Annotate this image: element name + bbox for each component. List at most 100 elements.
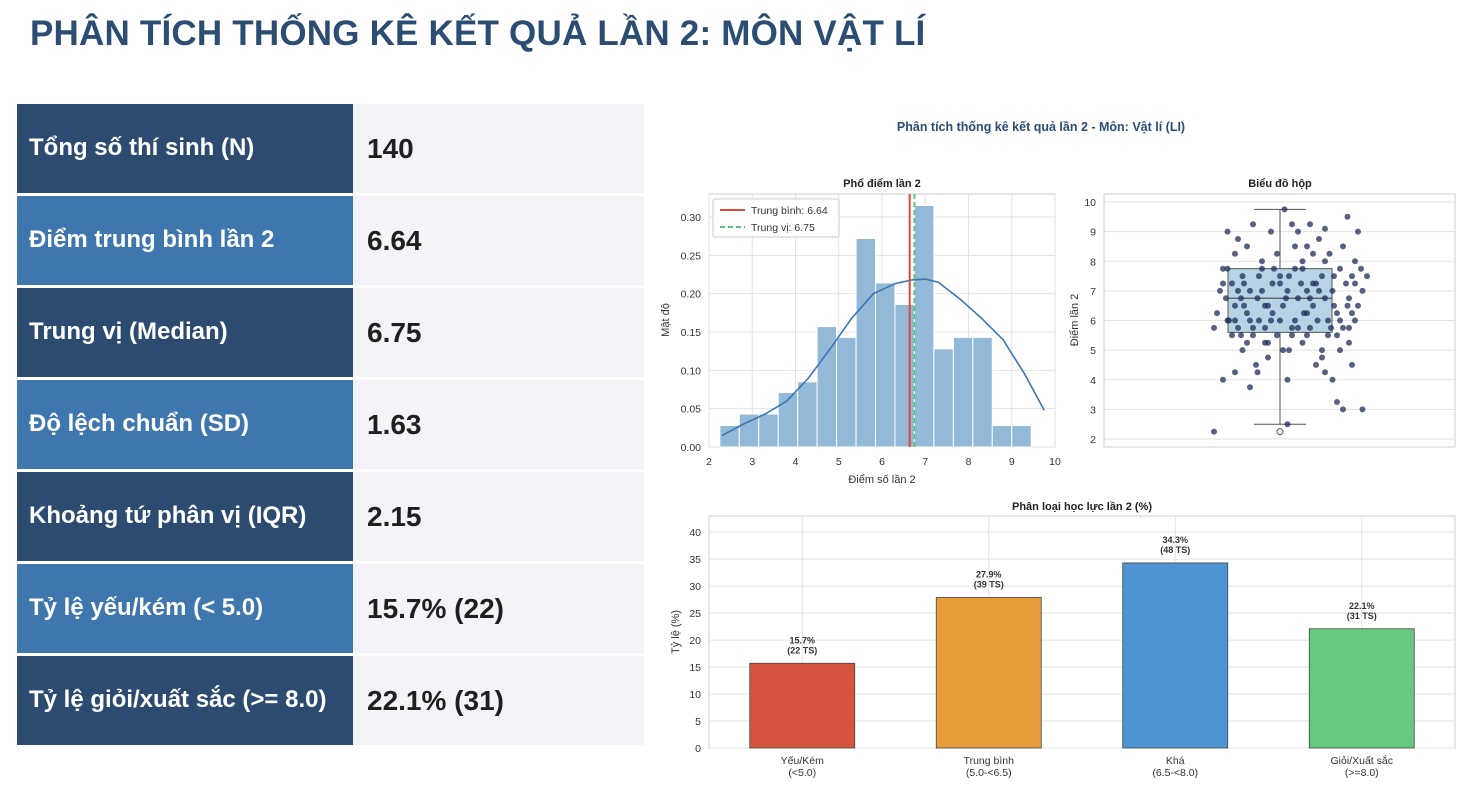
scatter-point bbox=[1268, 317, 1274, 324]
scatter-point bbox=[1346, 324, 1352, 331]
scatter-point bbox=[1224, 265, 1231, 272]
category-chart-ylabel: Tỷ lệ (%) bbox=[670, 610, 682, 654]
x-tick-label: 3 bbox=[749, 456, 755, 468]
scatter-point bbox=[1295, 324, 1301, 331]
scatter-point bbox=[1232, 317, 1238, 324]
scatter-point bbox=[1220, 265, 1226, 272]
scatter-point bbox=[1329, 287, 1336, 294]
stat-value: 1.63 bbox=[353, 380, 644, 469]
scatter-point bbox=[1322, 369, 1328, 376]
stat-value: 2.15 bbox=[353, 472, 644, 561]
scatter-point bbox=[1250, 332, 1256, 339]
figure-suptitle: Phân tích thống kê kết quả lần 2 - Môn: … bbox=[897, 120, 1185, 134]
scatter-point bbox=[1319, 347, 1325, 354]
scatter-point bbox=[1220, 376, 1226, 383]
scatter-point bbox=[1298, 280, 1304, 287]
stat-value: 140 bbox=[353, 104, 644, 193]
y-tick-label: 5 bbox=[695, 716, 701, 728]
scatter-point bbox=[1355, 302, 1361, 309]
y-tick-label: 0.30 bbox=[681, 212, 702, 224]
scatter-point bbox=[1256, 317, 1262, 324]
y-tick-label: 4 bbox=[1090, 375, 1096, 387]
scatter-point bbox=[1262, 324, 1268, 331]
scatter-point bbox=[1349, 273, 1355, 280]
scatter-point bbox=[1238, 295, 1244, 302]
stat-row-iqr: Khoảng tứ phân vị (IQR) 2.15 bbox=[17, 472, 644, 561]
scatter-point bbox=[1316, 236, 1322, 242]
x-tick-label: Yếu/Kém bbox=[781, 755, 824, 767]
x-tick-label: 9 bbox=[1009, 456, 1015, 468]
scatter-point bbox=[1329, 376, 1336, 383]
scatter-point bbox=[1334, 310, 1340, 317]
y-tick-label: 3 bbox=[1090, 404, 1096, 416]
bar-count-label: (31 TS) bbox=[1347, 611, 1377, 621]
scatter-point bbox=[1325, 317, 1331, 324]
scatter-point bbox=[1284, 421, 1291, 428]
y-tick-label: 10 bbox=[689, 689, 701, 701]
scatter-point bbox=[1223, 295, 1229, 302]
x-tick-label: 5 bbox=[836, 456, 842, 468]
bar-count-label: (48 TS) bbox=[1160, 545, 1190, 555]
scatter-point bbox=[1304, 332, 1310, 339]
scatter-point bbox=[1343, 280, 1349, 287]
scatter-point bbox=[1364, 273, 1370, 280]
scatter-point bbox=[1241, 280, 1247, 287]
x-tick-label: 7 bbox=[922, 456, 928, 468]
scatter-point bbox=[1322, 225, 1328, 232]
histogram-bar bbox=[952, 336, 974, 448]
scatter-point bbox=[1344, 213, 1351, 220]
histogram-bar bbox=[894, 303, 915, 448]
y-tick-label: 15 bbox=[689, 662, 701, 674]
scatter-point bbox=[1274, 332, 1280, 339]
y-tick-label: 8 bbox=[1090, 256, 1096, 268]
scatter-point bbox=[1301, 310, 1307, 317]
histogram-bar bbox=[758, 413, 779, 448]
histogram-bar bbox=[797, 381, 818, 448]
scatter-point bbox=[1334, 399, 1340, 405]
scatter-point bbox=[1322, 295, 1328, 302]
scatter-point bbox=[1280, 302, 1286, 309]
y-tick-label: 7 bbox=[1090, 286, 1096, 298]
x-tick-label: 2 bbox=[706, 456, 712, 468]
scatter-point bbox=[1235, 324, 1241, 331]
scatter-point bbox=[1265, 339, 1271, 346]
scatter-point bbox=[1224, 228, 1231, 235]
scatter-point bbox=[1220, 280, 1226, 287]
bar-value-label: 15.7% bbox=[789, 635, 815, 645]
scatter-point bbox=[1247, 317, 1253, 324]
scatter-point bbox=[1310, 302, 1316, 309]
histogram-bar bbox=[1011, 425, 1032, 448]
y-tick-label: 9 bbox=[1090, 227, 1096, 239]
y-tick-label: 0.20 bbox=[681, 289, 702, 301]
scatter-point bbox=[1289, 221, 1295, 228]
histogram-bar bbox=[913, 205, 935, 448]
scatter-point bbox=[1295, 228, 1301, 235]
histogram-bar bbox=[972, 336, 993, 448]
y-tick-label: 25 bbox=[689, 608, 701, 620]
x-tick-label: 8 bbox=[966, 456, 972, 468]
scatter-point bbox=[1214, 310, 1220, 317]
scatter-point bbox=[1340, 406, 1346, 413]
scatter-point bbox=[1235, 287, 1241, 294]
boxplot-panel: 2 3 4 5 6 7 8 9 10 Biểu đồ hộp Điểm lần 2 bbox=[1069, 178, 1456, 448]
y-tick-label: 0.10 bbox=[681, 365, 702, 377]
summary-stats-table: Tổng số thí sinh (N) 140 Điểm trung bình… bbox=[17, 104, 644, 748]
x-tick-label: (>=8.0) bbox=[1345, 767, 1379, 779]
stat-row-mean: Điểm trung bình lần 2 6.64 bbox=[17, 196, 644, 285]
x-tick-label: 4 bbox=[793, 456, 799, 468]
scatter-point bbox=[1277, 280, 1283, 287]
scatter-point bbox=[1352, 317, 1358, 324]
scatter-point bbox=[1256, 273, 1262, 280]
scatter-point bbox=[1250, 221, 1256, 228]
histogram-legend: Trung bình: 6.64 Trung vị: 6.75 bbox=[712, 198, 840, 238]
x-tick-label: (6.5-<8.0) bbox=[1152, 767, 1198, 779]
scatter-point bbox=[1334, 332, 1340, 339]
scatter-point bbox=[1250, 324, 1256, 331]
scatter-point bbox=[1244, 339, 1250, 346]
scatter-point bbox=[1262, 302, 1268, 309]
scatter-point bbox=[1277, 317, 1283, 324]
stat-row-sd: Độ lệch chuẩn (SD) 1.63 bbox=[17, 380, 644, 469]
scatter-point bbox=[1307, 324, 1313, 331]
scatter-point bbox=[1355, 228, 1361, 235]
scatter-point bbox=[1269, 310, 1276, 317]
